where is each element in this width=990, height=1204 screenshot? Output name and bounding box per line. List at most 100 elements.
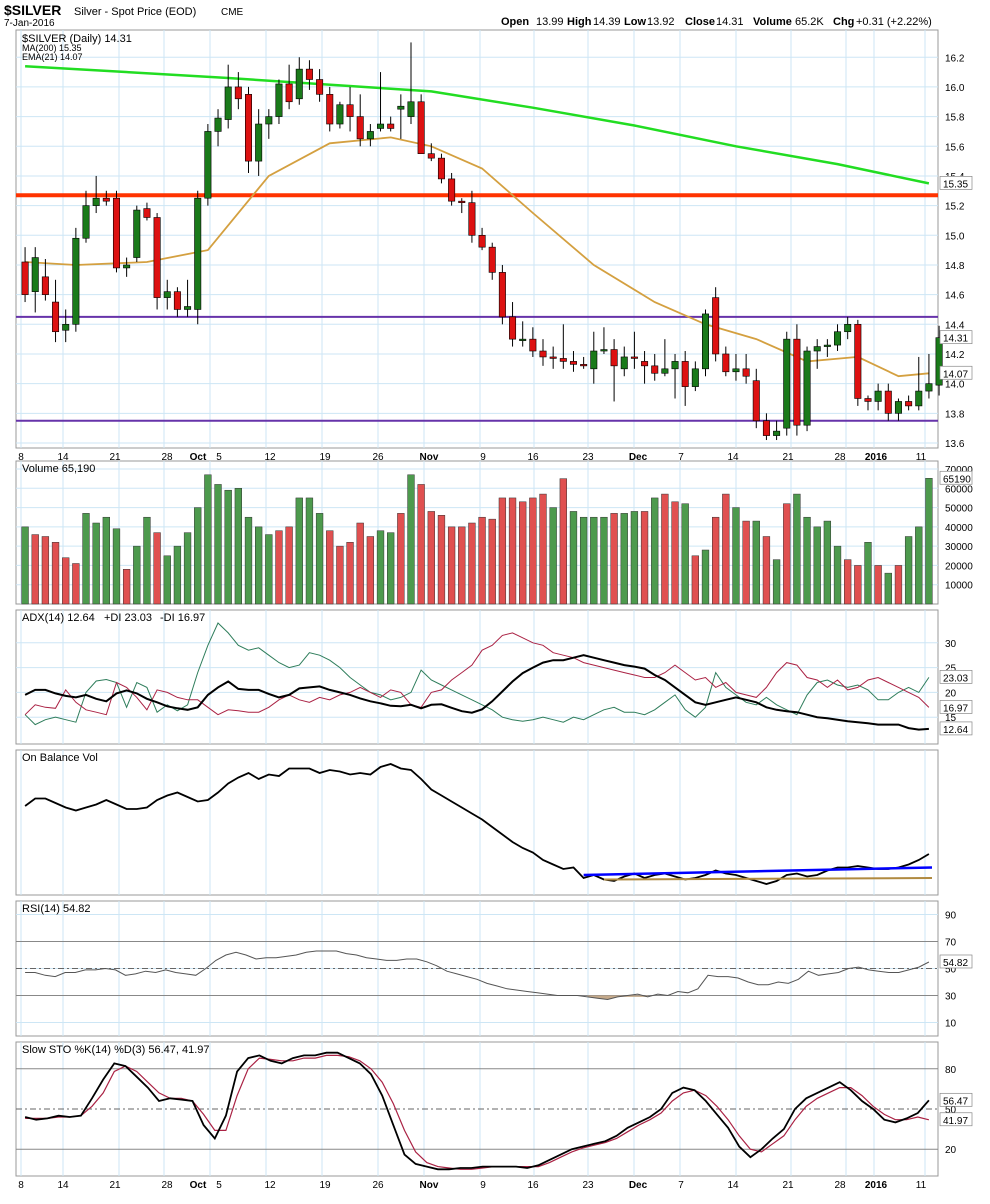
candle-up: [62, 324, 70, 331]
volume-bar-up: [833, 545, 842, 605]
candle-up: [255, 123, 263, 162]
y-tick-label: 13.8: [945, 409, 965, 420]
candle-down: [346, 104, 354, 117]
candle-up: [133, 209, 141, 258]
pdi-legend: +DI 23.03: [104, 612, 152, 624]
x-tick-label: 9: [480, 1180, 486, 1191]
candle-up: [925, 383, 933, 392]
x-tick-label: 23: [582, 1180, 594, 1191]
y-tick-label: 16.0: [945, 83, 965, 94]
volume-bar-down: [478, 516, 486, 605]
candle-up: [336, 104, 344, 125]
mdi-tag: 16.97: [943, 703, 968, 714]
candle-up: [366, 131, 374, 140]
x-tick-label: Nov: [420, 452, 439, 463]
obv-upper-trendline: [583, 866, 933, 877]
volume-bar-up: [579, 516, 588, 605]
x-tick-label: 8: [18, 452, 24, 463]
candle-up: [377, 123, 385, 129]
candle-down: [651, 365, 659, 374]
x-tick-label: 21: [782, 1180, 794, 1191]
volume-bar-down: [894, 565, 903, 605]
rsi-line: [25, 950, 930, 1001]
y-tick-label: 20000: [945, 561, 973, 572]
candle-down: [580, 364, 588, 367]
candle-down: [742, 368, 750, 377]
x-tick-label: 14: [57, 1180, 69, 1191]
adx-legend: ADX(14) 12.64: [22, 612, 95, 624]
volume-bar-down: [468, 522, 476, 605]
y-tick-label: 20: [945, 1145, 957, 1156]
volume-bar-down: [722, 493, 730, 605]
volume-bar-down: [640, 511, 649, 605]
x-tick-label: 14: [727, 452, 739, 463]
mdi-line: [24, 632, 930, 716]
pdi-tag-box: [939, 670, 973, 684]
volume-bar-up: [265, 534, 273, 605]
y-tick-label: 14.6: [945, 291, 965, 302]
volume-value-tag: 65190: [943, 474, 971, 485]
x-tick-label: 21: [109, 1180, 121, 1191]
y-tick-label: 14.8: [945, 261, 965, 272]
rsi-legend: RSI(14) 54.82: [22, 903, 90, 915]
volume-bar-down: [559, 478, 567, 605]
candle-up: [163, 291, 171, 298]
volume-bar-down: [529, 497, 537, 605]
volume-bar-up: [204, 474, 212, 605]
x-tick-label: 7: [678, 1180, 684, 1191]
panel-obv: [15, 749, 939, 896]
obv-lower-trendline: [603, 877, 933, 881]
candle-down: [509, 316, 517, 340]
volume-bar-down: [326, 530, 334, 605]
x-tick-label: Dec: [629, 1180, 648, 1191]
volume-bar-down: [519, 501, 527, 605]
volume-bar-up: [183, 532, 192, 605]
x-tick-label: 16: [527, 1180, 539, 1191]
pdi-tag: 23.03: [943, 673, 968, 684]
volume-bar-down: [275, 530, 283, 605]
candle-down: [468, 202, 476, 236]
candle-down: [437, 157, 445, 180]
ma200-line: [25, 64, 930, 185]
volume-bar-down: [366, 536, 375, 605]
volume-bar-down: [336, 545, 344, 605]
ema-tag-box: [939, 365, 973, 380]
volume-bar-up: [681, 503, 689, 605]
candle-up: [915, 390, 923, 407]
y-tick-label: 70000: [945, 465, 973, 476]
candle-down: [630, 356, 638, 359]
candle-up: [590, 350, 598, 370]
volume-bar-up: [793, 493, 801, 605]
y-tick-label: 30000: [945, 542, 973, 553]
y-tick-label: 90: [945, 911, 957, 922]
candle-down: [52, 301, 60, 333]
candle-up: [82, 205, 90, 239]
x-tick-label: Dec: [629, 452, 648, 463]
ma200-tag-box: [939, 176, 973, 190]
x-tick-label: 12: [264, 452, 276, 463]
candle-down: [326, 94, 334, 125]
x-tick-label: 9: [480, 452, 486, 463]
volume-bar-down: [508, 497, 517, 605]
candle-up: [620, 356, 628, 370]
volume-bar-up: [884, 572, 892, 605]
chg-label: Chg: [833, 16, 854, 28]
exchange-label: CME: [221, 7, 244, 18]
candle-up: [701, 313, 709, 370]
candle-up: [834, 331, 842, 346]
volume-bar-up: [772, 559, 781, 605]
candle-up: [397, 105, 405, 110]
y-tick-label: 50000: [945, 504, 973, 515]
volume-bar-up: [244, 516, 253, 605]
mdi-legend: -DI 16.97: [160, 612, 205, 624]
volume-bar-up: [163, 555, 171, 605]
open-value: 13.99: [536, 16, 564, 28]
x-tick-label: 2016: [865, 452, 888, 463]
x-tick-label: 23: [582, 452, 594, 463]
ema-tag: 14.07: [943, 369, 968, 380]
volume-bar-up: [752, 520, 760, 605]
candle-down: [427, 153, 435, 159]
chg-value: +0.31 (+2.22%): [856, 16, 932, 28]
candle-up: [72, 237, 80, 325]
candle-down: [641, 361, 649, 367]
